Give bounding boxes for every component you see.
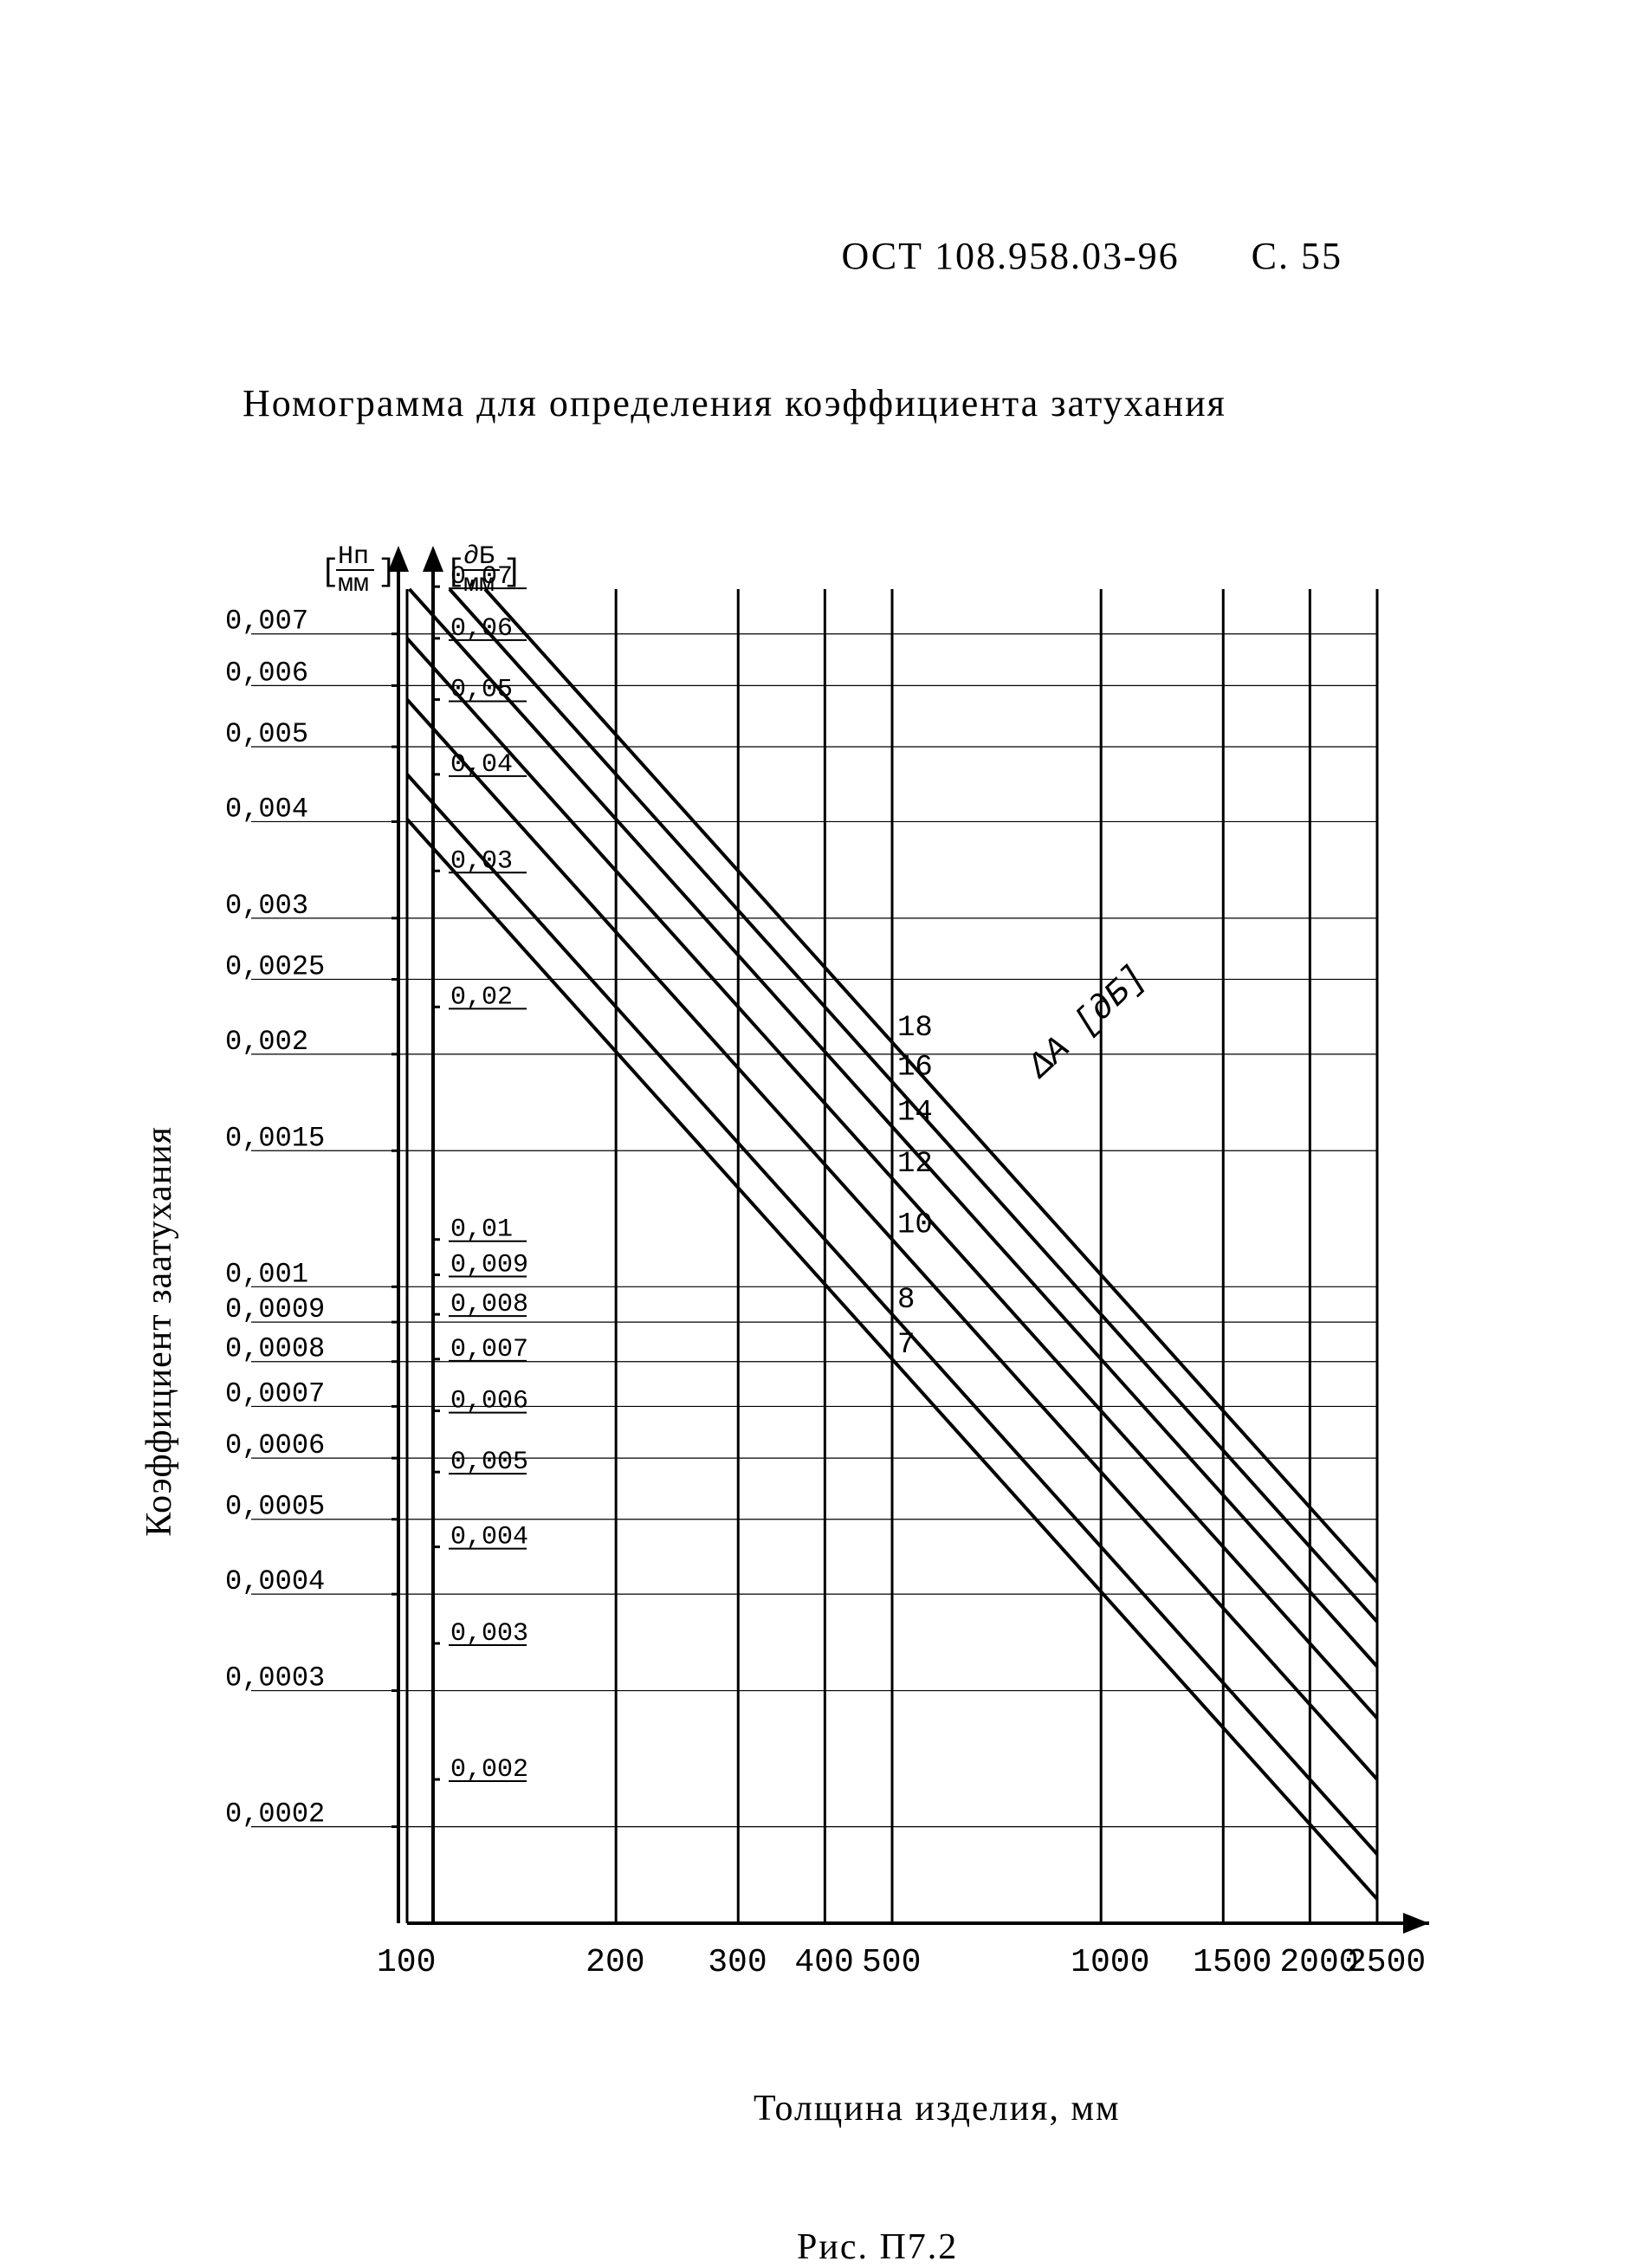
- page-number: С. 55: [1252, 235, 1343, 277]
- nomogram-chart: [Нпмм][∂Бмм]1002003004005001000150020002…: [147, 520, 1490, 2036]
- figure-caption: Рис. П7.2: [797, 2226, 958, 2268]
- svg-text:0,0003: 0,0003: [225, 1662, 325, 1695]
- svg-text:ΔА [∂Б]: ΔА [∂Б]: [1020, 959, 1155, 1088]
- svg-text:0,008: 0,008: [450, 1290, 528, 1319]
- svg-text:8: 8: [897, 1284, 915, 1317]
- y-axis-label: Коэффициент заатухания: [139, 1126, 180, 1537]
- figure-title: Номограмма для определения коэффициента …: [243, 381, 1226, 425]
- svg-text:0,0025: 0,0025: [225, 950, 325, 982]
- svg-text:0,007: 0,007: [450, 1335, 528, 1364]
- svg-text:14: 14: [897, 1096, 933, 1129]
- svg-text:0,03: 0,03: [450, 846, 513, 876]
- svg-text:0,004: 0,004: [225, 793, 308, 825]
- svg-text:300: 300: [708, 1944, 767, 1981]
- svg-text:Нп: Нп: [338, 542, 369, 572]
- svg-text:200: 200: [586, 1944, 644, 1981]
- svg-text:0,001: 0,001: [225, 1258, 308, 1290]
- svg-text:0,006: 0,006: [225, 657, 308, 689]
- svg-text:0,005: 0,005: [450, 1448, 528, 1477]
- svg-text:400: 400: [794, 1944, 853, 1981]
- svg-text:[: [: [320, 554, 340, 590]
- svg-text:0,004: 0,004: [450, 1523, 528, 1552]
- svg-text:10: 10: [897, 1209, 933, 1242]
- svg-text:0,007: 0,007: [225, 606, 308, 638]
- svg-text:0,009: 0,009: [450, 1251, 528, 1280]
- svg-text:0,002: 0,002: [450, 1755, 528, 1785]
- doc-code: ОСТ 108.958.03-96: [841, 234, 1179, 278]
- svg-text:1000: 1000: [1071, 1944, 1149, 1981]
- svg-text:0,0015: 0,0015: [225, 1122, 325, 1154]
- svg-text:0,0006: 0,0006: [225, 1429, 325, 1461]
- svg-text:0,02: 0,02: [450, 982, 513, 1012]
- svg-text:100: 100: [377, 1944, 436, 1981]
- svg-text:0,05: 0,05: [450, 675, 513, 704]
- page: ОСТ 108.958.03-96 С. 55 Номограмма для о…: [0, 0, 1637, 2250]
- x-axis-label: Толщина изделия, мм: [754, 2088, 1121, 2129]
- svg-text:0,0009: 0,0009: [225, 1293, 325, 1325]
- svg-text:мм: мм: [338, 570, 369, 599]
- svg-text:2500: 2500: [1347, 1944, 1426, 1981]
- svg-text:]: ]: [378, 554, 397, 590]
- svg-text:0,0007: 0,0007: [225, 1377, 325, 1409]
- svg-text:1500: 1500: [1193, 1944, 1271, 1981]
- svg-text:0,003: 0,003: [450, 1619, 528, 1649]
- svg-text:0,005: 0,005: [225, 718, 308, 750]
- svg-text:0,04: 0,04: [450, 750, 513, 780]
- svg-text:0,006: 0,006: [450, 1387, 528, 1416]
- svg-text:18: 18: [897, 1012, 933, 1045]
- svg-text:0,07: 0,07: [450, 562, 513, 592]
- svg-text:500: 500: [862, 1944, 921, 1981]
- svg-text:0,0002: 0,0002: [225, 1798, 325, 1831]
- page-header: ОСТ 108.958.03-96 С. 55: [841, 234, 1343, 278]
- svg-text:0,06: 0,06: [450, 614, 513, 644]
- svg-text:0,01: 0,01: [450, 1215, 513, 1245]
- svg-text:0,003: 0,003: [225, 890, 308, 922]
- svg-text:0,002: 0,002: [225, 1026, 308, 1058]
- svg-text:0,0004: 0,0004: [225, 1565, 325, 1597]
- chart-container: Коэффициент заатухания [Нпмм][∂Бмм]10020…: [147, 520, 1490, 2040]
- svg-text:0,0005: 0,0005: [225, 1491, 325, 1523]
- svg-text:7: 7: [897, 1329, 915, 1362]
- svg-text:0,0008: 0,0008: [225, 1333, 325, 1365]
